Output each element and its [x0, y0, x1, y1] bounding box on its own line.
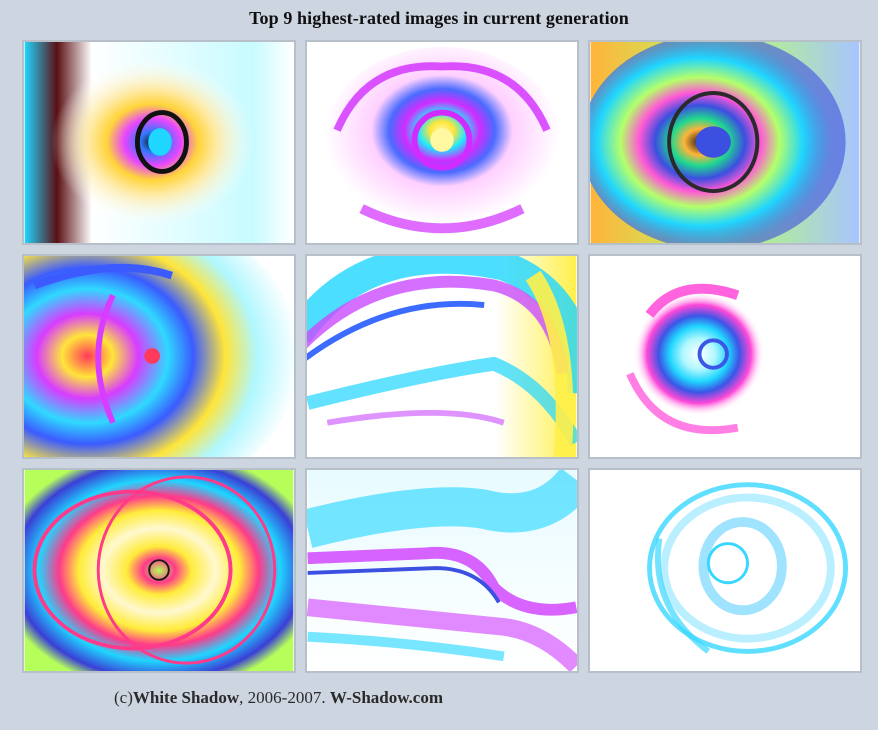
- image-tile-1[interactable]: [22, 40, 296, 245]
- image-tile-8[interactable]: [305, 468, 579, 673]
- image-tile-7[interactable]: [22, 468, 296, 673]
- gen-image-9: [590, 470, 860, 671]
- image-grid: [22, 40, 862, 676]
- gen-image-6: [590, 256, 860, 457]
- gen-image-3: [590, 42, 860, 243]
- gen-image-4: [24, 256, 294, 457]
- gen-image-2: [307, 42, 577, 243]
- gallery-title: Top 9 highest-rated images in current ge…: [249, 8, 629, 28]
- image-tile-5[interactable]: [305, 254, 579, 459]
- copyright-years: , 2006-2007.: [239, 688, 330, 707]
- image-tile-4[interactable]: [22, 254, 296, 459]
- copyright-footer: (c)White Shadow, 2006-2007. W-Shadow.com: [114, 688, 443, 708]
- site-link[interactable]: W-Shadow.com: [329, 688, 444, 707]
- image-tile-9[interactable]: [588, 468, 862, 673]
- gen-image-7: [24, 470, 294, 671]
- image-tile-6[interactable]: [588, 254, 862, 459]
- gen-image-8: [307, 470, 577, 671]
- author-name: White Shadow: [132, 688, 240, 707]
- gen-image-5: [307, 256, 577, 457]
- gen-image-1: [24, 42, 294, 243]
- image-tile-2[interactable]: [305, 40, 579, 245]
- image-tile-3[interactable]: [588, 40, 862, 245]
- copyright-prefix: (c): [114, 688, 133, 707]
